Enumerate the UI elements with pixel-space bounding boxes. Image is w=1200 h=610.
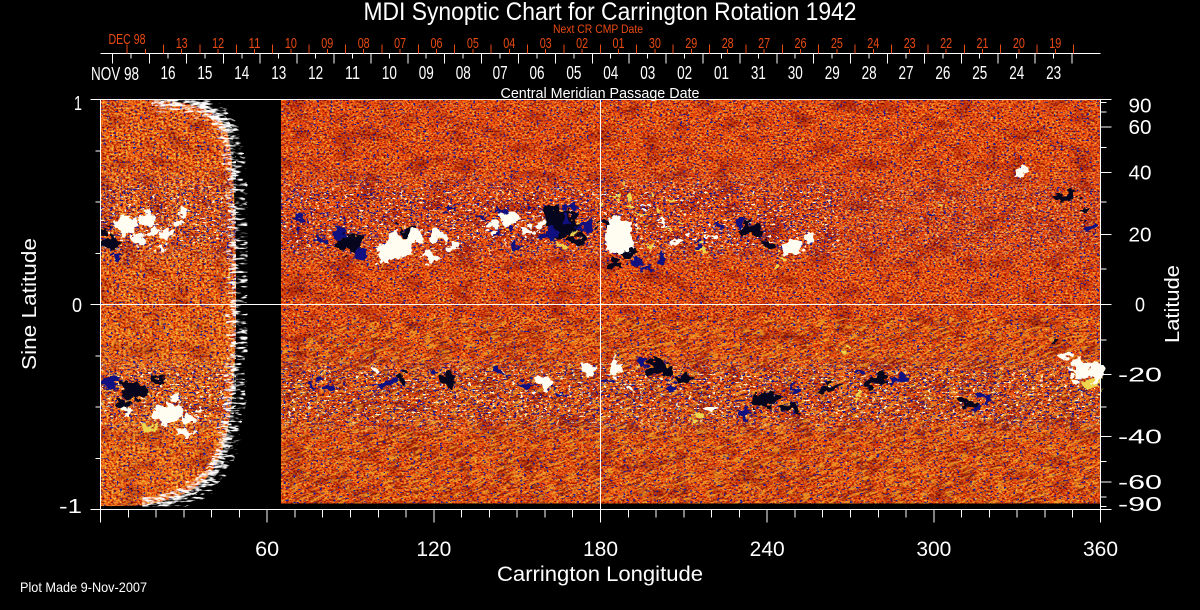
svg-text:30: 30 xyxy=(788,62,803,83)
svg-text:NOV 98: NOV 98 xyxy=(91,63,139,84)
svg-text:06: 06 xyxy=(530,62,545,83)
svg-text:11: 11 xyxy=(249,36,261,52)
svg-text:Latitude: Latitude xyxy=(1162,265,1184,343)
svg-text:-20: -20 xyxy=(1118,364,1162,387)
svg-text:19: 19 xyxy=(1049,36,1061,52)
svg-text:08: 08 xyxy=(358,36,370,52)
svg-text:Next CR CMP Date: Next CR CMP Date xyxy=(553,24,643,36)
svg-text:16: 16 xyxy=(161,62,176,83)
svg-text:30: 30 xyxy=(649,36,661,52)
svg-text:05: 05 xyxy=(566,62,581,83)
svg-text:Plot Made 9-Nov-2007: Plot Made 9-Nov-2007 xyxy=(20,579,147,595)
svg-text:29: 29 xyxy=(685,36,697,52)
svg-text:03: 03 xyxy=(540,36,552,52)
svg-text:23: 23 xyxy=(1046,62,1061,83)
svg-text:24: 24 xyxy=(1009,62,1024,83)
svg-text:23: 23 xyxy=(904,36,916,52)
svg-text:24: 24 xyxy=(867,36,879,52)
svg-text:01: 01 xyxy=(714,62,729,83)
svg-text:20: 20 xyxy=(1013,36,1025,52)
svg-text:29: 29 xyxy=(825,62,840,83)
svg-text:03: 03 xyxy=(640,62,655,83)
svg-text:27: 27 xyxy=(899,62,914,83)
svg-text:11: 11 xyxy=(345,62,360,83)
svg-text:08: 08 xyxy=(456,62,471,83)
svg-text:12: 12 xyxy=(308,62,323,83)
svg-text:300: 300 xyxy=(916,538,951,561)
svg-text:13: 13 xyxy=(271,62,286,83)
svg-text:25: 25 xyxy=(972,62,987,83)
svg-text:04: 04 xyxy=(503,36,515,52)
svg-text:0: 0 xyxy=(1135,294,1145,317)
svg-text:-60: -60 xyxy=(1118,471,1162,494)
svg-text:04: 04 xyxy=(603,62,618,83)
svg-text:DEC 98: DEC 98 xyxy=(109,32,146,48)
svg-text:MDI Synoptic Chart for Carring: MDI Synoptic Chart for Carrington Rotati… xyxy=(364,0,857,26)
svg-text:1: 1 xyxy=(74,92,82,115)
svg-text:240: 240 xyxy=(750,538,785,561)
svg-text:60: 60 xyxy=(255,538,279,561)
svg-text:07: 07 xyxy=(394,36,406,52)
svg-text:Central Meridian Passage Date: Central Meridian Passage Date xyxy=(501,86,700,102)
svg-text:09: 09 xyxy=(321,36,333,52)
svg-text:01: 01 xyxy=(613,36,625,52)
svg-text:360: 360 xyxy=(1083,538,1118,561)
svg-text:28: 28 xyxy=(722,36,734,52)
svg-text:05: 05 xyxy=(467,36,479,52)
svg-text:06: 06 xyxy=(431,36,443,52)
svg-text:09: 09 xyxy=(419,62,434,83)
svg-text:26: 26 xyxy=(935,62,950,83)
svg-text:180: 180 xyxy=(583,538,618,561)
svg-text:40: 40 xyxy=(1129,162,1152,185)
svg-text:120: 120 xyxy=(416,538,451,561)
svg-text:-40: -40 xyxy=(1118,425,1162,448)
svg-text:28: 28 xyxy=(862,62,877,83)
svg-text:-90: -90 xyxy=(1118,493,1162,516)
svg-text:13: 13 xyxy=(176,36,188,52)
svg-text:31: 31 xyxy=(751,62,766,83)
svg-text:07: 07 xyxy=(493,62,508,83)
svg-text:10: 10 xyxy=(382,62,397,83)
svg-text:Sine Latitude: Sine Latitude xyxy=(18,238,41,370)
svg-text:25: 25 xyxy=(831,36,843,52)
svg-text:02: 02 xyxy=(677,62,692,83)
svg-text:60: 60 xyxy=(1129,116,1152,139)
svg-text:15: 15 xyxy=(197,62,212,83)
svg-text:26: 26 xyxy=(795,36,807,52)
svg-text:22: 22 xyxy=(940,36,952,52)
svg-text:21: 21 xyxy=(977,36,989,52)
svg-text:14: 14 xyxy=(234,62,249,83)
svg-text:12: 12 xyxy=(212,36,224,52)
svg-text:Carrington Longitude: Carrington Longitude xyxy=(497,563,703,586)
svg-text:20: 20 xyxy=(1129,223,1152,246)
svg-text:-1: -1 xyxy=(59,495,82,518)
svg-text:27: 27 xyxy=(758,36,770,52)
svg-text:90: 90 xyxy=(1129,95,1152,118)
svg-text:02: 02 xyxy=(576,36,588,52)
svg-text:0: 0 xyxy=(72,294,82,317)
svg-text:10: 10 xyxy=(285,36,297,52)
